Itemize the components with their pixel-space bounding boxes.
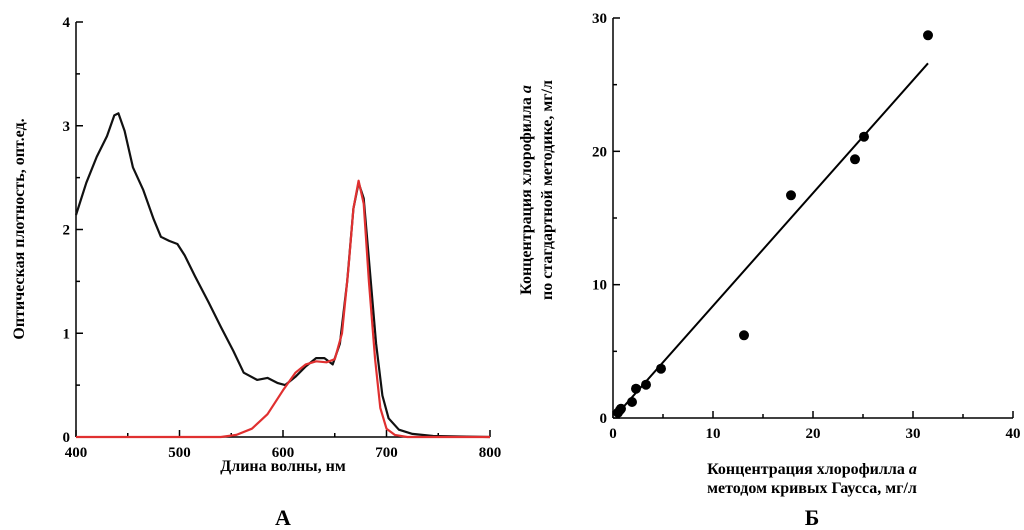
spectrum-y-tick-label: 4 <box>63 15 71 31</box>
correlation-y-axis-label-line1: Концентрация хлорофилла a <box>518 85 535 295</box>
spectrum-x-tick-label: 700 <box>375 445 398 461</box>
correlation-x-axis-label-line2: методом кривых Гаусса, мг/л <box>707 480 917 497</box>
correlation-x-tick-label: 0 <box>609 426 617 442</box>
scatter-point <box>923 30 933 41</box>
panel-label-a: А <box>275 505 291 530</box>
correlation-y-tick-label: 0 <box>600 411 608 427</box>
panel-label-b: Б <box>805 505 820 530</box>
scatter-point <box>859 131 869 142</box>
spectrum-series-2-line <box>76 179 490 439</box>
spectrum-y-tick-label: 0 <box>63 430 71 446</box>
spectrum-y-axis-label: Оптическая плотность, опт.ед. <box>11 118 28 339</box>
spectrum-x-tick-label: 600 <box>272 445 295 461</box>
spectrum-y-tick-label: 3 <box>63 119 71 135</box>
correlation-y-tick-label: 30 <box>592 11 607 27</box>
x-label-text: Концентрация хлорофилла <box>707 461 905 478</box>
correlation-y-tick-label: 10 <box>592 278 607 294</box>
spectrum-y-tick-label: 1 <box>63 326 71 342</box>
correlation-x-tick-label: 20 <box>806 426 821 442</box>
spectrum-plot-area: 400 500 600 700 800 0 1 2 3 4 <box>63 15 502 461</box>
correlation-y-axis-label-line2: по стагдартной методике, мг/л <box>539 80 556 300</box>
scatter-point <box>786 190 796 201</box>
scatter-point <box>616 403 626 414</box>
y-label-text: Концентрация хлорофилла <box>518 97 535 295</box>
scatter-point <box>656 363 666 374</box>
spectrum-series-1-line <box>74 112 491 439</box>
correlation-x-axis-label-line1: Концентрация хлорофилла a <box>707 461 917 478</box>
correlation-x-tick-label: 30 <box>906 426 921 442</box>
spectrum-x-tick-label: 500 <box>168 445 191 461</box>
scatter-point <box>641 379 651 390</box>
correlation-x-tick-label: 40 <box>1006 426 1021 442</box>
spectrum-y-tick-label: 2 <box>63 223 71 239</box>
scatter-point <box>850 154 860 165</box>
y-label-symbol: a <box>518 85 535 93</box>
x-label-symbol: a <box>909 461 917 478</box>
correlation-x-tick-label: 10 <box>706 426 721 442</box>
correlation-plot-area: 0 10 20 30 40 0 10 20 30 <box>592 11 1021 442</box>
spectrum-x-axis-label: Длина волны, нм <box>220 458 346 475</box>
spectrum-x-tick-label: 400 <box>65 445 88 461</box>
spectrum-x-tick-label: 800 <box>479 445 502 461</box>
correlation-chart: 0 10 20 30 40 0 10 20 30 Концентрация хлорофилла… <box>518 11 1021 530</box>
spectrum-chart: 400 500 600 700 800 0 1 2 3 4 Длина волны, нм Опт… <box>11 15 501 530</box>
correlation-y-tick-label: 20 <box>592 144 607 160</box>
scatter-point <box>631 383 641 394</box>
regression-line <box>615 62 929 416</box>
scatter-point <box>627 397 637 407</box>
scatter-point <box>739 330 749 341</box>
